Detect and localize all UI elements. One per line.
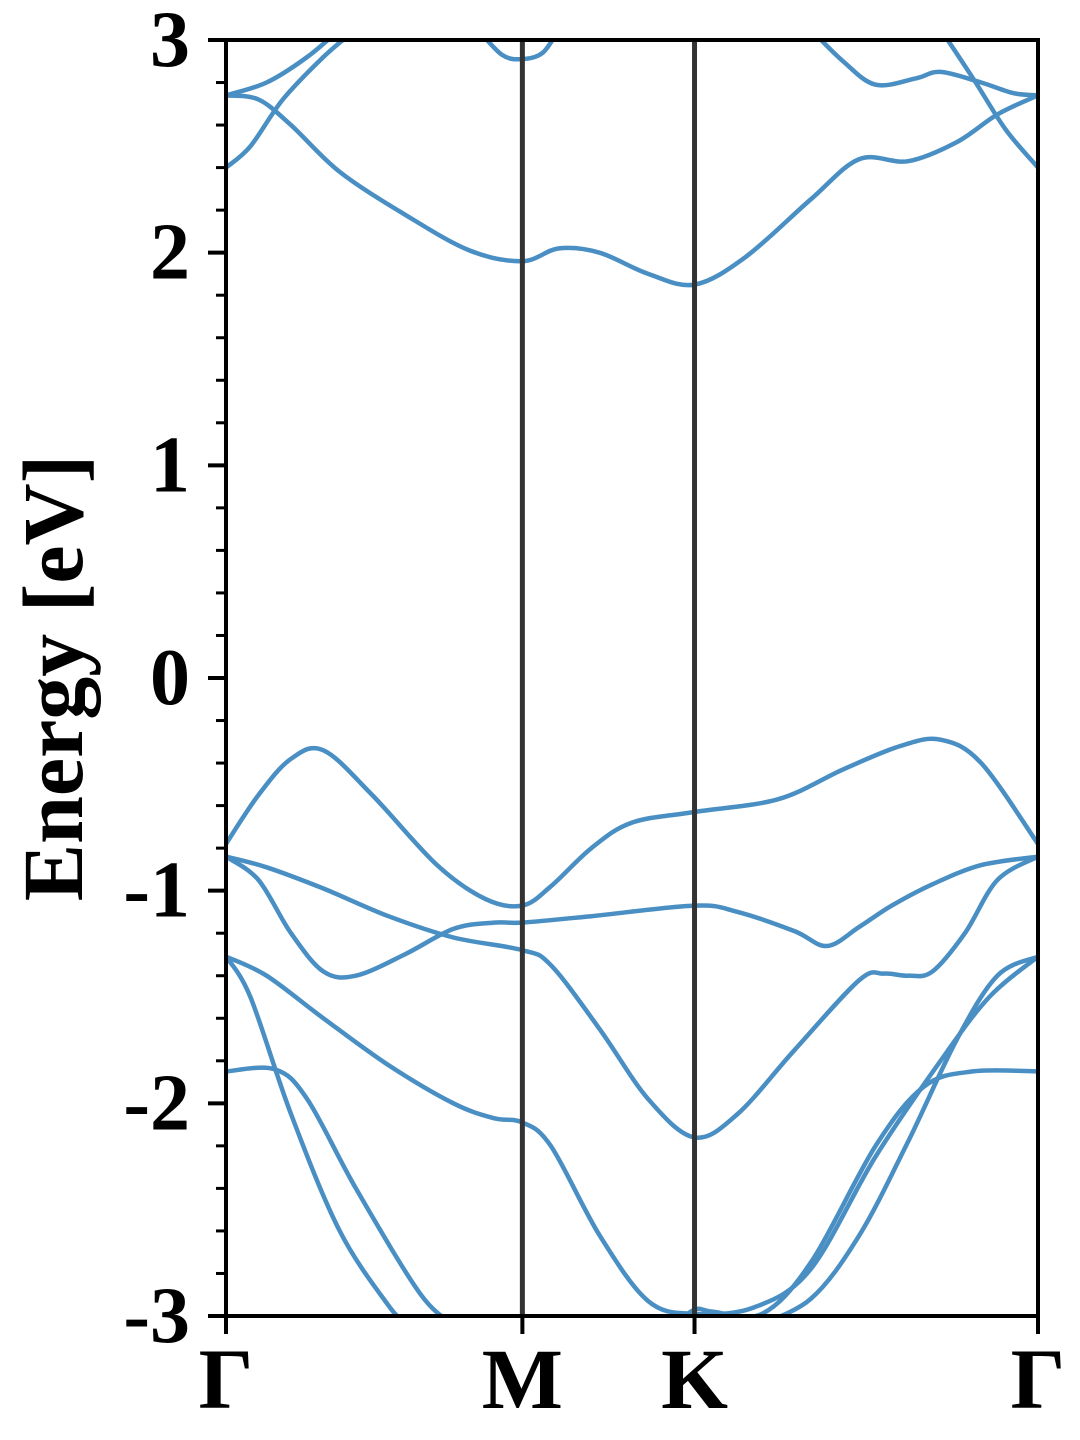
plot-frame [224, 38, 1040, 1318]
y-tick-label: -1 [123, 847, 190, 935]
band-line [226, 1065, 446, 1316]
band-line [944, 40, 1038, 170]
bands [226, 40, 1038, 1316]
y-tick-label: 1 [150, 421, 190, 509]
x-tick-label: K [661, 1331, 728, 1427]
band-line [484, 40, 556, 62]
y-axis-label: Energy [eV] [5, 455, 101, 902]
y-tick-label: 0 [150, 634, 190, 722]
band-line [775, 954, 1038, 1316]
x-ticks [224, 1316, 1040, 1334]
band-line [226, 954, 401, 1316]
y-tick-label: 2 [150, 209, 190, 297]
band-line [681, 1068, 1038, 1316]
band-line [226, 93, 1038, 288]
y-tick-label: -2 [123, 1059, 190, 1147]
x-tick-label: M [482, 1331, 563, 1427]
y-tick-label: 3 [150, 0, 190, 84]
kpath-lines [519, 40, 698, 1316]
band-line [226, 40, 347, 170]
x-tick-label: Γ [199, 1331, 254, 1427]
y-tick-label: -3 [123, 1272, 190, 1360]
band-line [226, 854, 1038, 980]
band-line [226, 954, 1038, 1316]
y-tick-labels: -3 -2 -1 0 1 2 3 [123, 0, 190, 1360]
band-line [226, 736, 1038, 909]
x-tick-label: Γ [1011, 1331, 1066, 1427]
y-major-ticks [208, 38, 226, 1318]
band-line [817, 40, 1038, 98]
